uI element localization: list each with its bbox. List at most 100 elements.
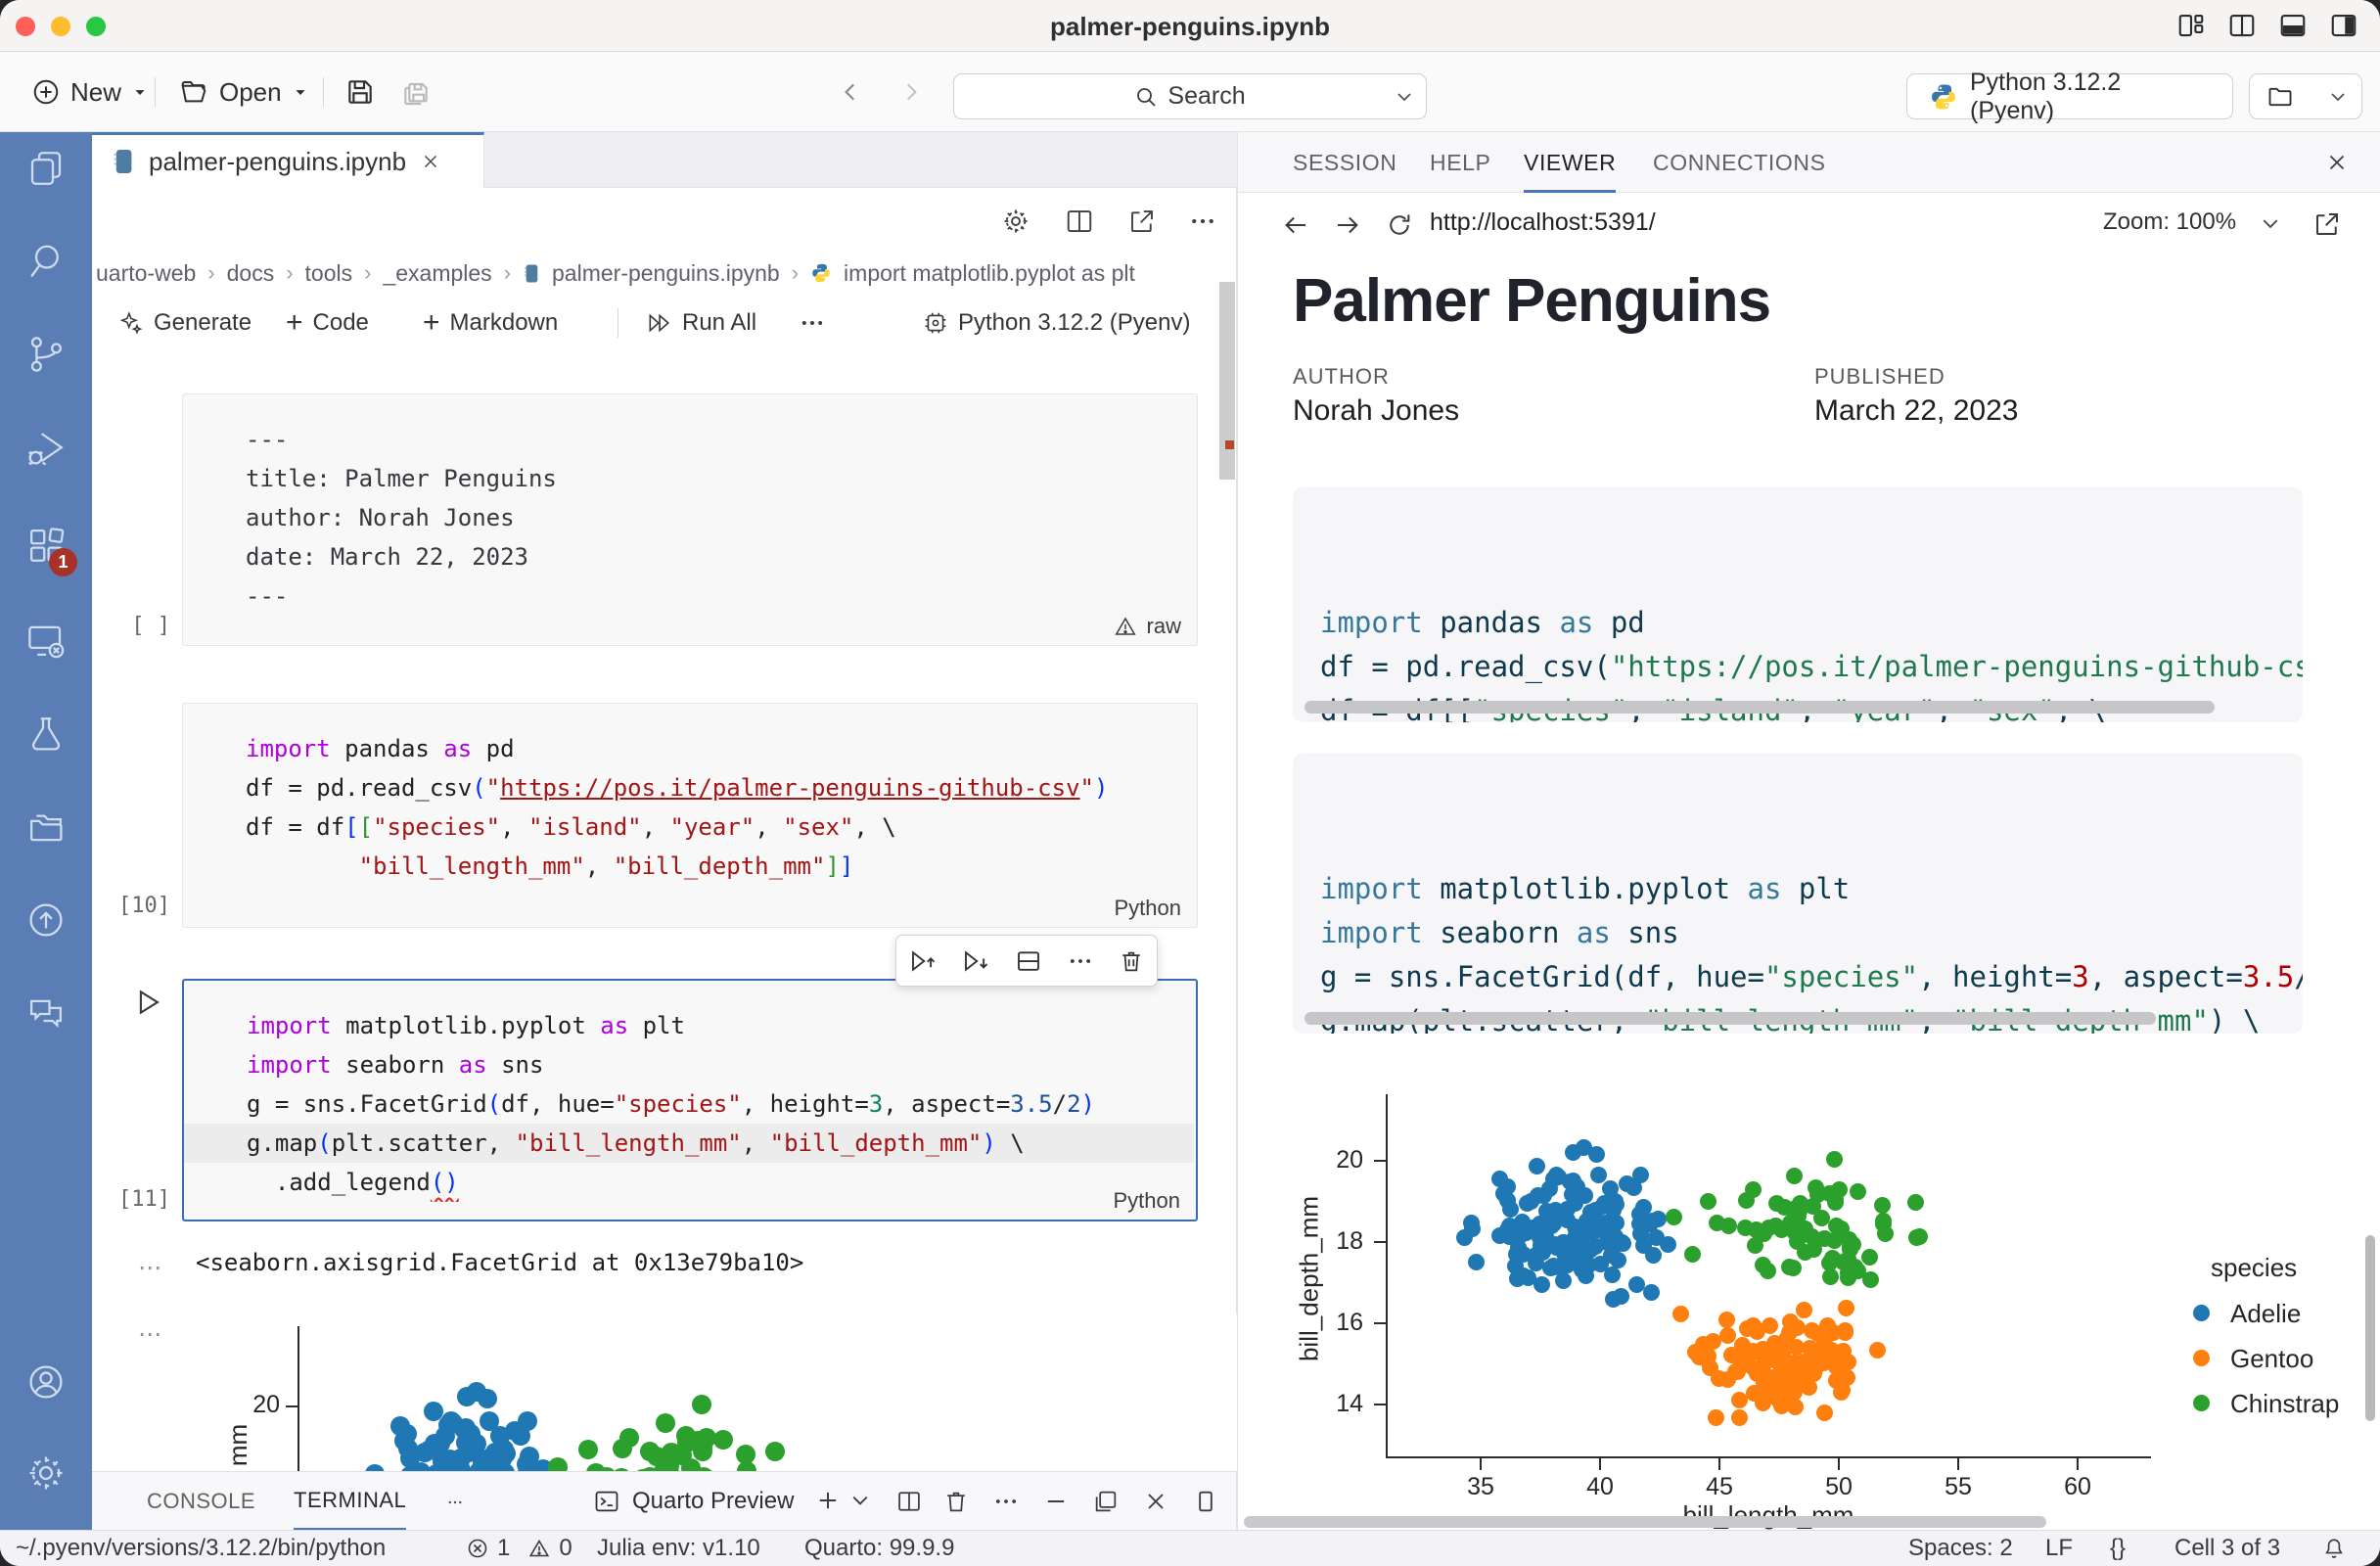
tab-palmer-penguins[interactable]: palmer-penguins.ipynb: [92, 132, 484, 188]
open-in-browser-icon[interactable]: [2312, 209, 2342, 239]
cell-language-badge[interactable]: Python: [1114, 1188, 1181, 1214]
traffic-minimize-button[interactable]: [51, 17, 70, 36]
breadcrumb-segment[interactable]: tools: [304, 259, 353, 286]
status-language-braces[interactable]: {}: [2110, 1535, 2127, 1561]
breadcrumb-segment[interactable]: import matplotlib.pyplot as plt: [844, 259, 1135, 286]
nav-forward-button[interactable]: [898, 52, 924, 132]
status-julia-env[interactable]: Julia env: v1.10: [597, 1535, 760, 1561]
close-panel-icon[interactable]: [2324, 150, 2350, 175]
code-scrollbar[interactable]: [1304, 1012, 2156, 1025]
search-input[interactable]: Search: [953, 73, 1427, 119]
status-quarto-version[interactable]: Quarto: 99.9.9: [804, 1535, 955, 1561]
cell-language-badge[interactable]: raw: [1114, 614, 1181, 639]
sidebar-item-comments[interactable]: [25, 993, 67, 1035]
code-scrollbar[interactable]: [1304, 701, 2215, 714]
new-button[interactable]: New: [31, 52, 149, 132]
traffic-zoom-button[interactable]: [86, 17, 106, 36]
status-cell-position[interactable]: Cell 3 of 3: [2174, 1535, 2281, 1561]
close-icon[interactable]: [420, 151, 441, 172]
notebook-cell-raw[interactable]: --- title: Palmer Penguins author: Norah J…: [182, 393, 1198, 646]
notebook-cell-python[interactable]: import pandas as pd df = pd.read_csv("htt…: [182, 703, 1198, 928]
tab-help[interactable]: HELP: [1430, 149, 1491, 175]
status-problems[interactable]: 1 0: [466, 1535, 572, 1562]
breadcrumb-segment[interactable]: palmer-penguins.ipynb: [552, 259, 780, 286]
new-terminal-icon[interactable]: [814, 1487, 842, 1514]
chevron-down-icon[interactable]: [2262, 217, 2279, 230]
viewer-vertical-scrollbar[interactable]: [2365, 1235, 2375, 1421]
run-cells-above-icon[interactable]: [908, 946, 938, 976]
add-markdown-cell-button[interactable]: + Markdown: [423, 296, 558, 350]
cell-code[interactable]: --- title: Palmer Penguins author: Norah J…: [246, 426, 557, 610]
nav-back-button[interactable]: [838, 52, 863, 132]
customize-layout-icon[interactable]: [2176, 11, 2206, 40]
sidebar-item-testing[interactable]: [25, 714, 67, 755]
kernel-picker-button[interactable]: Python 3.12.2 (Pyenv): [923, 296, 1190, 350]
add-code-cell-button[interactable]: + Code: [286, 296, 369, 350]
delete-cell-icon[interactable]: [1118, 947, 1145, 975]
editor-more-actions-icon[interactable]: [1188, 207, 1217, 236]
breadcrumb[interactable]: uarto-web › docs › tools › _examples › palme…: [96, 259, 1135, 286]
split-cell-icon[interactable]: [1014, 946, 1043, 976]
run-cells-below-icon[interactable]: [961, 946, 990, 976]
generate-button[interactable]: Generate: [118, 296, 252, 350]
tab-viewer[interactable]: VIEWER: [1524, 132, 1617, 193]
interpreter-button[interactable]: Python 3.12.2 (Pyenv): [1906, 69, 2233, 124]
viewer-horizontal-scrollbar[interactable]: [1244, 1516, 2046, 1528]
editor-scrollbar[interactable]: [1219, 282, 1235, 480]
notebook-more-actions-icon[interactable]: [799, 296, 826, 350]
account-icon[interactable]: [25, 1361, 67, 1403]
sidebar-item-remote-explorer[interactable]: [25, 620, 67, 661]
minimize-panel-icon[interactable]: [1042, 1488, 1070, 1515]
save-all-button[interactable]: [399, 52, 433, 132]
save-button[interactable]: [344, 52, 376, 132]
breadcrumb-segment[interactable]: uarto-web: [96, 259, 197, 286]
status-interpreter-path[interactable]: ~/.pyenv/versions/3.12.2/bin/python: [16, 1535, 387, 1561]
sidebar-item-publish[interactable]: [25, 899, 67, 941]
viewer-zoom-control[interactable]: Zoom: 100%: [2103, 208, 2237, 235]
split-terminal-icon[interactable]: [895, 1488, 923, 1515]
panel-layout-icon[interactable]: [1192, 1488, 1219, 1515]
panel-right-icon[interactable]: [2329, 11, 2358, 40]
breadcrumb-segment[interactable]: _examples: [383, 259, 492, 286]
breadcrumb-segment[interactable]: docs: [226, 259, 275, 286]
editor-settings-gear-icon[interactable]: [1001, 207, 1030, 236]
cell-code[interactable]: import matplotlib.pyplot as plt import se…: [184, 981, 1196, 1202]
split-columns-icon[interactable]: [2227, 11, 2257, 40]
sidebar-item-source-control[interactable]: [25, 334, 67, 375]
workspace-button[interactable]: [2249, 73, 2362, 119]
viewer-back-icon[interactable]: [1281, 210, 1310, 240]
sidebar-item-projects[interactable]: [25, 806, 67, 848]
settings-gear-icon[interactable]: [25, 1452, 67, 1494]
viewer-url[interactable]: http://localhost:5391/: [1430, 208, 1656, 236]
sidebar-item-search[interactable]: [25, 241, 67, 282]
tab-terminal[interactable]: TERMINAL: [294, 1472, 407, 1531]
sidebar-item-run-debug[interactable]: [25, 428, 67, 469]
output-gutter-ellipsis[interactable]: ⋯: [138, 1321, 163, 1348]
close-panel-icon[interactable]: [1142, 1488, 1169, 1515]
sidebar-item-explorer[interactable]: [25, 148, 67, 189]
sidebar-item-extensions[interactable]: 1: [25, 525, 77, 576]
status-spaces[interactable]: Spaces: 2: [1908, 1535, 2013, 1561]
status-eol[interactable]: LF: [2045, 1535, 2074, 1561]
cell-language-badge[interactable]: Python: [1115, 896, 1182, 921]
open-button[interactable]: Open: [178, 52, 309, 132]
restore-panel-icon[interactable]: [1092, 1488, 1120, 1515]
notebook-cell-python-selected[interactable]: import matplotlib.pyplot as plt import se…: [182, 979, 1198, 1221]
cell-code[interactable]: import pandas as pd df = pd.read_csv("htt…: [246, 735, 1109, 880]
terminal-session-item[interactable]: Quarto Preview: [593, 1472, 794, 1531]
traffic-close-button[interactable]: [16, 17, 35, 36]
run-cell-button[interactable]: [131, 986, 164, 1019]
open-in-new-window-icon[interactable]: [1127, 207, 1157, 236]
notifications-bell-icon[interactable]: [2321, 1536, 2347, 1561]
panel-bottom-icon[interactable]: [2278, 11, 2308, 40]
tab-session[interactable]: SESSION: [1293, 149, 1397, 175]
kill-terminal-icon[interactable]: [942, 1488, 970, 1515]
cell-more-actions-icon[interactable]: [1067, 947, 1094, 975]
panel-more-tabs-icon[interactable]: [442, 1494, 470, 1521]
terminal-dropdown-icon[interactable]: [851, 1494, 879, 1521]
tab-connections[interactable]: CONNECTIONS: [1653, 149, 1826, 175]
viewer-reload-icon[interactable]: [1385, 210, 1414, 240]
viewer-forward-icon[interactable]: [1333, 210, 1362, 240]
panel-more-actions-icon[interactable]: [992, 1488, 1020, 1515]
run-all-button[interactable]: Run All: [645, 296, 756, 350]
